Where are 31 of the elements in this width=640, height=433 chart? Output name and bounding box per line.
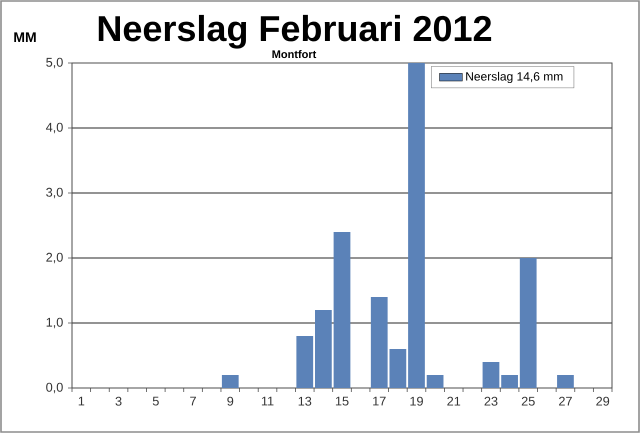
legend-label: Neerslag 14,6 mm [466,72,562,84]
y-tick-label: 1,0 [46,318,63,328]
x-tick-label: 11 [262,396,274,406]
x-tick-label: 3 [116,396,122,406]
y-tick-label: 2,0 [46,252,63,264]
x-tick-label: 19 [410,396,423,406]
y-tick-label: 0,0 [46,382,63,394]
x-tick-label: 9 [227,396,234,406]
y-tick-label: 4,0 [46,122,63,134]
bar [389,349,406,388]
x-tick-label: 13 [298,396,312,406]
y-axis-title: MM [14,32,36,42]
x-tick-label: 7 [190,396,196,406]
x-tick-label: 27 [559,396,572,406]
x-tick-label: 21 [447,396,460,406]
bar [520,258,537,388]
x-tick-label: 29 [596,396,610,406]
chart-title: Neerslag Februari 2012 [98,14,492,49]
bar [370,297,388,388]
y-tick-label: 5,0 [46,58,63,68]
x-tick-label: 5 [152,396,159,406]
x-tick-label: 15 [336,396,349,406]
x-tick-label: 25 [522,396,535,406]
bar [222,375,239,388]
bar [296,336,314,388]
chart-subtitle: Montfort [272,50,316,58]
x-tick-label: 23 [484,396,498,406]
x-tick-label: 1 [78,396,84,406]
bar [557,375,574,388]
y-tick-label: 3,0 [46,188,63,198]
x-tick-label: 17 [373,396,386,406]
